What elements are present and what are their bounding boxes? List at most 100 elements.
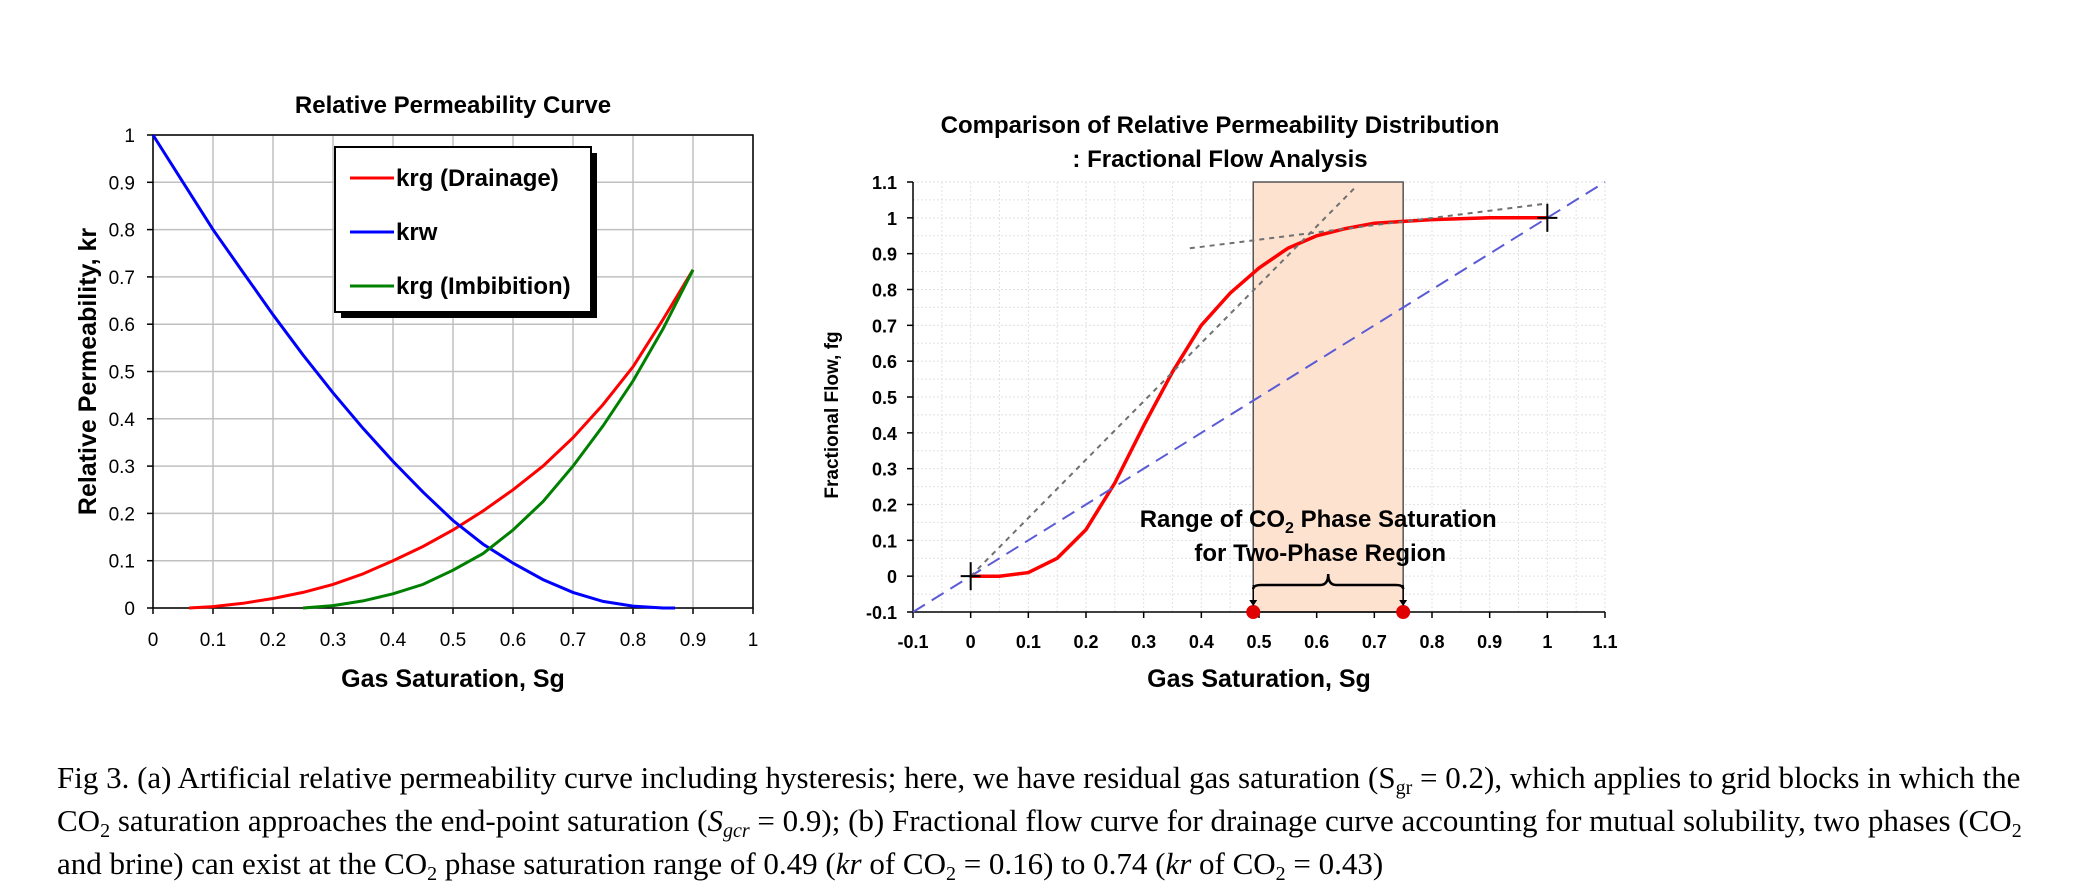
legend-entry: krg (Drainage) [396,165,559,192]
caption-subscript: 2 [427,863,438,885]
y-tick-label: 0.7 [872,316,897,336]
x-tick-label: 0.3 [1131,632,1156,652]
series-line [302,269,695,610]
x-tick-label: 0.5 [440,630,466,651]
region-annotation-line2: for Two-Phase Region [1194,540,1446,567]
y-axis-label: Relative Permeability, kr [74,228,102,515]
y-tick-label: 0.7 [109,268,135,289]
caption-text: = 0.9); (b) Fractional flow curve for dr… [749,803,2012,838]
caption-text: = 0.16) to 0.74 ( [955,846,1166,881]
y-tick-label: 0.5 [109,363,135,384]
y-axis-label: Fractional Flow, fg [822,331,843,498]
y-tick-label: 0 [887,567,897,587]
x-tick-label: 1 [748,630,759,651]
y-tick-label: 0.4 [109,410,136,431]
legend-entry: krg (Imbibition) [396,273,571,300]
y-tick-label: 0.8 [109,221,135,242]
fractional-flow-chart: -0.1 0 0.1 0.2 0.3 0.4 0.5 0.6 0.7 0.8 0.9 1 1.1 -0.1… [822,112,1618,693]
y-tick-label: 0.6 [872,352,897,372]
caption-text: and brine) can exist at the CO [57,846,428,881]
reference-line [969,184,1358,577]
series-line [188,269,695,610]
x-tick-label: 0.7 [560,630,586,651]
chart-subtitle: : Fractional Flow Analysis [1072,146,1367,173]
y-tick-label: 1.1 [872,173,897,193]
y-tick-label: 0.6 [109,315,135,336]
x-axis-label: Gas Saturation, Sg [1147,665,1371,693]
y-tick-label: 1 [887,209,897,229]
range-brace [1251,573,1405,590]
caption-subscript: gr [1395,777,1413,799]
region-annotation: Range of CO2 Phase Saturation [1140,506,1497,537]
caption-text: of CO [861,846,946,881]
caption-subscript: 2 [945,863,956,885]
caption-italic: kr [1165,846,1192,881]
x-tick-label: 1.1 [1592,632,1617,652]
y-tick-label: 0.9 [109,173,135,194]
figure-caption: Fig 3. (a) Artificial relative permeabil… [57,756,2067,885]
caption-text: phase saturation range of 0.49 ( [437,846,836,881]
x-tick-label: 0.9 [1477,632,1502,652]
x-tick-label: 0.8 [1419,632,1444,652]
x-tick-label: 0.4 [1189,632,1214,652]
fractional-flow-curve [970,216,1548,578]
caption-text: of CO [1191,846,1276,881]
x-tick-label: 0.1 [200,630,226,651]
x-tick-label: 0.2 [260,630,286,651]
y-tick-label: 0.2 [872,496,897,516]
y-tick-label: 0.2 [109,504,135,525]
y-tick-label: -0.1 [866,603,897,623]
y-tick-label: 0.3 [872,460,897,480]
caption-subscript: 2 [2011,820,2022,842]
brace-arrowhead [1399,600,1408,606]
caption-subscript: 2 [100,820,111,842]
chart-title: Relative Permeability Curve [295,92,611,119]
x-tick-label: 0.6 [1304,632,1329,652]
y-tick-label: 0.4 [872,424,897,444]
caption-italic: S [707,803,724,838]
x-tick-label: 0.1 [1016,632,1041,652]
x-tick-label: 0.7 [1362,632,1387,652]
y-tick-label: 0.9 [872,245,897,265]
caption-italic: kr [835,846,862,881]
legend: krg (Drainage) krw krg (Imbibition) [334,146,597,318]
y-tick-label: 0.1 [872,531,897,551]
annotation-part: Phase Saturation [1294,506,1497,533]
caption-text: saturation approaches the end-point satu… [110,803,708,838]
x-tick-label: 0.9 [680,630,706,651]
x-tick-label: 0 [148,630,159,651]
annotation-part: 2 [1285,520,1294,537]
reference-line [912,181,1606,613]
chart-title: Comparison of Relative Permeability Dist… [941,112,1500,139]
reference-line [1189,202,1548,250]
plot-border [152,134,754,609]
x-tick-label: 0 [966,632,976,652]
y-tick-label: 0.1 [109,552,135,573]
y-tick-label: 0.3 [109,457,135,478]
x-tick-label: 1 [1542,632,1552,652]
y-tick-label: 0.8 [872,281,897,301]
x-tick-label: 0.2 [1073,632,1098,652]
x-tick-label: -0.1 [897,632,928,652]
caption-text: Fig 3. (a) Artificial relative permeabil… [57,760,1396,795]
x-tick-label: 0.4 [380,630,407,651]
legend-entry: krw [396,219,438,246]
caption-subscript: 2 [1275,863,1286,885]
relative-permeability-chart: 0 0.1 0.2 0.3 0.4 0.5 0.6 0.7 0.8 0.9 1 0 0.1 0.2 0.3 0… [74,92,758,693]
x-tick-label: 0.3 [320,630,346,651]
caption-text: = 0.2), which applies to grid blocks in … [57,760,2021,838]
y-tick-label: 0.5 [872,388,897,408]
range-point [1246,605,1261,619]
range-point [1396,605,1411,619]
caption-text: = 0.43) [1285,846,1384,881]
y-tick-label: 0 [124,599,135,620]
x-tick-label: 0.6 [500,630,526,651]
series-line [151,134,675,610]
brace-arrowhead [1249,600,1258,606]
x-tick-label: 0.5 [1246,632,1271,652]
y-tick-label: 1 [124,126,135,147]
x-tick-label: 0.8 [620,630,646,651]
x-axis-label: Gas Saturation, Sg [341,665,565,693]
annotation-part: Range of CO [1140,506,1285,533]
